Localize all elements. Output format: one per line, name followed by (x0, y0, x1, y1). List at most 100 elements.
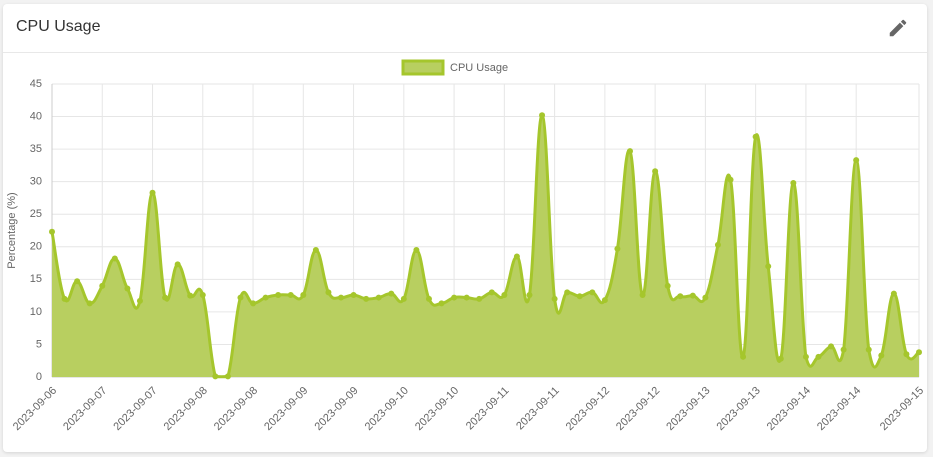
point (400, 295, 407, 302)
x-tick-label: 2023-09-14 (765, 385, 813, 433)
y-axis-label: Percentage (%) (6, 192, 18, 268)
point (513, 253, 520, 260)
point (136, 297, 143, 304)
y-tick-label: 35 (30, 143, 42, 155)
x-tick-label: 2023-09-13 (715, 385, 763, 433)
area (52, 115, 919, 377)
x-tick-label: 2023-09-06 (11, 385, 59, 433)
y-tick-label: 40 (30, 110, 42, 122)
point (614, 245, 621, 252)
x-tick-label: 2023-09-12 (614, 385, 662, 433)
point (828, 343, 835, 350)
point (752, 133, 759, 140)
point (438, 300, 445, 307)
y-tick-label: 5 (36, 338, 42, 350)
point (99, 282, 106, 289)
point (237, 294, 244, 301)
point (916, 349, 922, 356)
point (61, 295, 68, 302)
x-tick-label: 2023-09-10 (363, 385, 411, 433)
point (702, 294, 709, 301)
point (714, 241, 721, 248)
x-tick-label: 2023-09-09 (312, 385, 360, 433)
y-tick-label: 30 (30, 176, 42, 188)
point (86, 300, 93, 307)
legend-label: CPU Usage (450, 62, 508, 74)
point (375, 294, 382, 301)
point (790, 179, 797, 186)
point (325, 289, 332, 296)
x-tick-label: 2023-09-07 (111, 385, 159, 433)
x-tick-label: 2023-09-07 (61, 385, 109, 433)
point (840, 346, 847, 353)
x-tick-label: 2023-09-09 (262, 385, 310, 433)
point (677, 293, 684, 300)
x-tick-label: 2023-09-15 (878, 385, 926, 433)
point (589, 289, 596, 296)
point (476, 295, 483, 302)
point (727, 176, 734, 183)
point (740, 353, 747, 360)
point (250, 300, 257, 307)
point (199, 291, 206, 298)
y-tick-label: 45 (30, 78, 42, 90)
point (174, 261, 181, 268)
point (627, 148, 633, 155)
point (262, 294, 269, 301)
point (300, 291, 307, 298)
point (350, 291, 357, 298)
y-tick-label: 25 (30, 208, 42, 220)
point (363, 295, 370, 302)
point (765, 263, 772, 270)
point (425, 295, 432, 302)
point (802, 353, 809, 360)
x-tick-label: 2023-09-11 (514, 385, 562, 433)
x-tick-label: 2023-09-10 (413, 385, 461, 433)
point (815, 353, 822, 360)
point (777, 355, 784, 362)
y-tick-label: 20 (30, 241, 42, 253)
edit-button[interactable] (887, 17, 909, 39)
point (388, 290, 395, 297)
point (49, 228, 55, 235)
point (539, 112, 546, 119)
point (212, 373, 219, 380)
card-header: CPU Usage (3, 4, 927, 53)
point (111, 255, 118, 262)
point (413, 247, 420, 254)
point (664, 282, 671, 289)
point (853, 157, 860, 164)
point (652, 168, 659, 175)
point (224, 373, 231, 380)
card-title: CPU Usage (16, 18, 101, 35)
point (903, 351, 910, 358)
point (601, 297, 608, 304)
point (689, 292, 696, 299)
point (878, 352, 885, 359)
x-tick-label: 2023-09-13 (664, 385, 712, 433)
point (149, 189, 156, 196)
x-tick-label: 2023-09-08 (212, 385, 260, 433)
y-tick-label: 10 (30, 306, 42, 318)
point (162, 294, 169, 301)
legend-swatch (401, 59, 445, 76)
point (564, 289, 571, 296)
point (124, 285, 131, 292)
point (576, 293, 583, 300)
point (74, 278, 81, 285)
point (551, 295, 558, 302)
point (488, 289, 495, 296)
point (187, 292, 194, 299)
point (890, 290, 897, 297)
x-tick-label: 2023-09-12 (564, 385, 612, 433)
x-tick-label: 2023-09-14 (815, 385, 863, 433)
point (287, 291, 294, 298)
point (501, 291, 508, 298)
point (312, 247, 319, 254)
point (639, 291, 646, 298)
point (865, 346, 872, 353)
x-tick-label: 2023-09-11 (464, 385, 512, 433)
y-tick-label: 0 (36, 371, 42, 383)
